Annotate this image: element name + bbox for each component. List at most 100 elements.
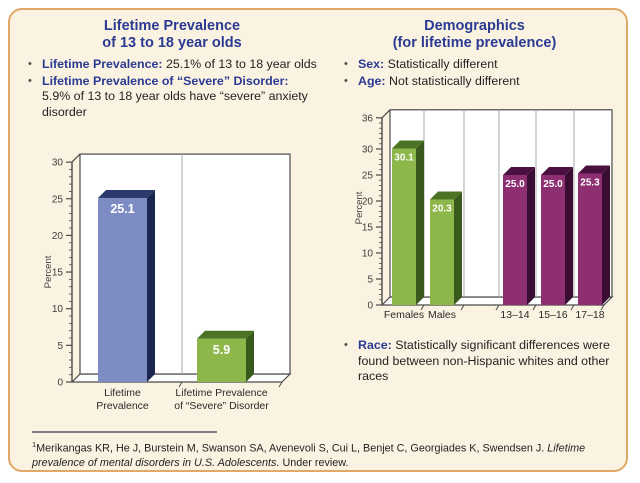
bar-value-label: 25.1 [110,202,134,216]
y-axis-tick-label: 5 [367,275,373,286]
bullet-sex: • Sex: Statistically different [344,57,624,73]
x-axis-category-label: of “Severe” Disorder [174,400,269,412]
bar-top-face [430,191,462,200]
bullet-text: Sex: Statistically different [358,57,498,73]
x-axis-category-label: 13–14 [500,309,529,321]
bar-value-label: 30.1 [394,152,414,163]
footnote-divider [32,431,217,433]
chart-wall [389,109,613,298]
x-axis-category-label: Females [384,309,424,321]
bar-top-face [578,165,610,174]
bullet-text: Lifetime Prevalence of “Severe” Disorder… [42,74,320,121]
bullet-label: Lifetime Prevalence of “Severe” Disorder… [42,73,289,88]
bar-side-face [527,167,535,305]
y-axis-tick-label: 0 [367,301,373,312]
left-title-line1: Lifetime Prevalence [103,18,241,34]
axis-wall-diagonal [381,109,391,119]
y-axis-tick-label: 20 [362,197,374,208]
bar-front-face [430,199,454,305]
right-panel-bullets: • Sex: Statistically different • Age: No… [344,57,624,90]
right-title-line2: (for lifetime prevalence) [392,35,557,51]
bar-top-face [98,190,155,199]
bullet-age: • Age: Not statistically different [344,74,624,90]
bar-front-face [392,148,416,305]
bullet-body: Statistically different [384,57,498,71]
y-axis-tick-label: 10 [52,304,64,315]
y-axis-tick-label: 25 [52,194,64,205]
bar-value-label: 25.0 [505,179,525,190]
bar-top-face [197,330,254,339]
x-axis-tick [178,381,183,388]
bar-3d: 20.3 [430,191,462,305]
bar-front-face [578,173,602,305]
bullet-label: Lifetime Prevalence: [42,57,163,71]
x-axis-category-label: 17–18 [575,309,604,321]
bar-side-face [416,140,424,305]
footnote: 1Merikangas KR, He J, Burstein M, Swanso… [32,438,610,471]
x-axis-tick [460,304,465,311]
bullet-body: Not statistically different [385,73,520,88]
right-panel-title: Demographics (for lifetime prevalence) [332,18,617,52]
bullet-icon: • [344,58,348,70]
bullet-icon: • [344,339,348,351]
axis-wall-diagonal [71,153,81,163]
x-axis-category-label: 15–16 [538,309,567,321]
bar-3d: 30.1 [392,140,424,305]
demographics-bar-chart: 0 5 10 15 20 25 30 36 30.1 20.3 25.0 25.0 25.3 Female… [354,109,614,321]
bar-side-face [454,191,462,305]
x-axis-tick [570,304,575,311]
right-title-line1: Demographics [424,18,525,34]
y-axis-title: Percent [43,255,54,288]
bullet-label: Age: [358,73,386,88]
y-axis-tick-label: 5 [57,341,63,352]
footnote-tail: Under review. [279,457,349,470]
bullet-icon: • [28,58,32,70]
bullet-body: Statistically significant differences we… [358,338,610,383]
bar-value-label: 5.9 [213,343,230,357]
bullet-lifetime-prevalence: • Lifetime Prevalence: 25.1% of 13 to 18… [28,57,320,73]
footnote-citation-title: Lifetime prevalence of mental disorders … [32,442,586,470]
race-bullet-block: • Race: Statistically significant differ… [344,338,620,386]
y-axis-tick-label: 30 [362,145,374,156]
bar-side-face [602,165,610,305]
x-axis-category-label: Males [428,309,456,321]
bar-3d: 25.1 [98,190,155,382]
x-axis-category-label: Lifetime Prevalence [175,387,267,399]
bullet-text: Lifetime Prevalence: 25.1% of 13 to 18 y… [42,57,317,73]
y-axis-tick-label: 20 [52,231,64,242]
bullet-race: • Race: Statistically significant differ… [344,338,620,385]
bullet-icon: • [28,74,32,87]
x-axis-tick [532,304,537,311]
x-axis-tick [278,381,283,388]
left-panel-bullets: • Lifetime Prevalence: 25.1% of 13 to 18… [28,57,320,121]
bullet-label: Sex: [358,57,385,71]
bar-value-label: 25.0 [543,179,563,190]
x-axis-tick [420,304,425,311]
bar-front-face [197,338,246,382]
bar-top-face [392,140,424,149]
y-axis-title: Percent [354,191,365,224]
left-panel-title: Lifetime Prevalence of 13 to 18 year old… [32,18,312,52]
bar-value-label: 25.3 [580,177,600,188]
bar-front-face [503,175,527,305]
bar-side-face [565,167,573,305]
y-axis-tick-label: 15 [362,223,374,234]
y-axis-tick-label: 0 [57,378,63,389]
y-axis-tick-label: 10 [362,249,374,260]
y-axis-tick-label: 25 [362,171,374,182]
bar-side-face [246,330,254,382]
y-axis-tick-label: 36 [362,113,374,124]
bullet-label: Race: [358,338,392,352]
x-axis-category-label: Lifetime [104,387,141,399]
bar-front-face [98,198,147,382]
bar-top-face [503,167,535,175]
y-axis-tick-label: 30 [52,158,64,169]
bar-3d: 5.9 [197,330,254,382]
bar-front-face [541,175,565,305]
infographic-panel: Lifetime Prevalence of 13 to 18 year old… [8,8,628,472]
bar-top-face [541,167,573,175]
bar-3d: 25.0 [503,167,535,305]
bullet-text: Race: Statistically significant differen… [358,338,620,385]
bar-3d: 25.0 [541,167,573,305]
